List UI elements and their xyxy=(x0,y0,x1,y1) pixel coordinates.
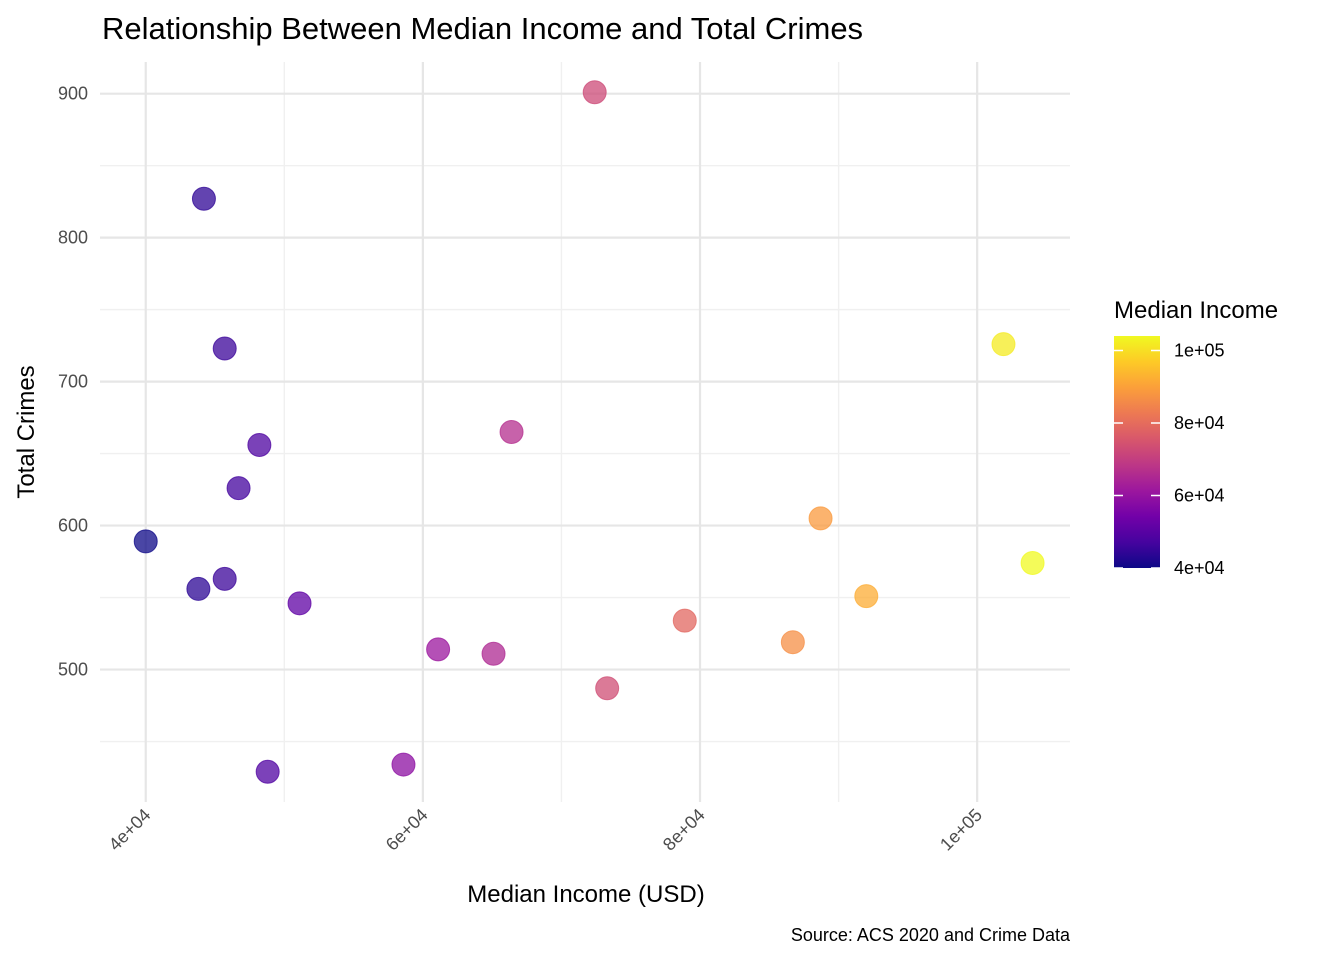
data-point xyxy=(391,752,416,777)
data-point xyxy=(247,432,272,457)
data-point xyxy=(191,186,216,211)
caption: Source: ACS 2020 and Crime Data xyxy=(791,925,1071,945)
legend-tick-label: 8e+04 xyxy=(1174,413,1225,433)
legend-tick-label: 4e+04 xyxy=(1174,558,1225,578)
data-point xyxy=(672,608,697,633)
data-point xyxy=(582,80,607,105)
x-tick-label: 1e+05 xyxy=(936,805,986,855)
data-point xyxy=(186,576,211,601)
grid xyxy=(100,62,1070,802)
data-point xyxy=(595,676,620,701)
data-point xyxy=(255,759,280,784)
data-point xyxy=(780,630,805,655)
y-axis-title: Total Crimes xyxy=(13,365,40,498)
data-point xyxy=(226,476,251,501)
x-axis-title: Median Income (USD) xyxy=(467,881,704,908)
y-tick-label: 800 xyxy=(58,228,88,248)
data-points xyxy=(133,80,1045,784)
data-point xyxy=(212,566,237,591)
legend-title: Median Income xyxy=(1114,297,1278,324)
data-point xyxy=(133,529,158,554)
data-point xyxy=(808,506,833,531)
data-point xyxy=(481,641,506,666)
data-point xyxy=(854,584,879,609)
color-legend: Median Income 4e+04 6e+04 8e+04 1e+05 xyxy=(1114,297,1278,578)
data-point xyxy=(991,332,1016,357)
data-point xyxy=(1020,551,1045,576)
legend-tick-label: 6e+04 xyxy=(1174,486,1225,506)
legend-colorbar xyxy=(1114,336,1160,568)
x-tick-label: 8e+04 xyxy=(659,805,709,855)
data-point xyxy=(212,336,237,361)
y-tick-label: 900 xyxy=(58,84,88,104)
data-point xyxy=(499,420,524,444)
y-tick-label: 600 xyxy=(58,516,88,536)
x-tick-label: 6e+04 xyxy=(382,805,432,855)
legend-ticks: 4e+04 6e+04 8e+04 1e+05 xyxy=(1114,341,1225,578)
y-tick-label: 700 xyxy=(58,372,88,392)
legend-tick-label: 1e+05 xyxy=(1174,341,1225,361)
y-tick-label: 500 xyxy=(58,660,88,680)
data-point xyxy=(426,637,451,662)
x-tick-label: 4e+04 xyxy=(105,805,155,855)
data-point xyxy=(287,591,312,616)
chart-title: Relationship Between Median Income and T… xyxy=(102,11,863,46)
